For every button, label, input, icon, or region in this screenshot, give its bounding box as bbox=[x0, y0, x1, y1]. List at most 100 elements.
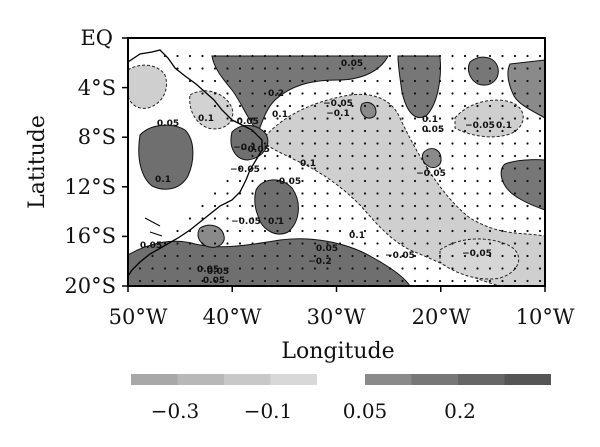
stipple-dot bbox=[463, 79, 467, 83]
stipple-dot bbox=[226, 104, 229, 108]
stipple-dot bbox=[301, 104, 304, 108]
stipple-dot bbox=[188, 242, 192, 245]
stipple-dot bbox=[238, 204, 242, 208]
stipple-dot bbox=[513, 167, 517, 170]
stipple-dot bbox=[463, 279, 467, 283]
stipple-dot bbox=[388, 167, 392, 170]
positive-region-far-east bbox=[507, 59, 545, 119]
stipple-dot bbox=[313, 79, 317, 83]
stipple-dot bbox=[351, 267, 354, 270]
stipple-dot bbox=[476, 217, 479, 220]
stipple-dot bbox=[351, 117, 354, 120]
stipple-dot bbox=[438, 217, 442, 220]
stipple-dot bbox=[288, 179, 292, 183]
y-tick-label: EQ bbox=[80, 26, 113, 50]
stipple-dot bbox=[238, 242, 242, 245]
stipple-dot bbox=[313, 217, 317, 220]
colorbar-tick-label: −0.3 bbox=[151, 399, 200, 423]
stipple-dot bbox=[301, 142, 304, 145]
stipple-dot bbox=[263, 67, 267, 70]
contour-label: 0.05 bbox=[157, 119, 179, 129]
stipple-dot bbox=[388, 279, 392, 283]
stipple-dot bbox=[451, 54, 454, 58]
stipple-dot bbox=[201, 217, 204, 220]
stipple-dot bbox=[463, 217, 467, 220]
stipple-dot bbox=[463, 204, 467, 208]
stipple-dot bbox=[413, 204, 417, 208]
stipple-dot bbox=[326, 154, 329, 158]
stipple-dot bbox=[363, 267, 367, 270]
stipple-dot bbox=[263, 129, 267, 133]
x-tick-label: 30°W bbox=[307, 305, 366, 329]
stipple-dot bbox=[438, 204, 442, 208]
stipple-dot bbox=[313, 154, 317, 158]
contour-label: 0.05 bbox=[422, 125, 444, 135]
stipple-dot bbox=[188, 254, 192, 258]
stipple-dot bbox=[501, 154, 504, 158]
contour-label: −0.1 bbox=[233, 143, 256, 153]
stipple-dot bbox=[338, 179, 342, 183]
stipple-dot bbox=[288, 217, 292, 220]
stipple-dot bbox=[201, 279, 204, 283]
stipple-dot bbox=[526, 242, 529, 245]
stipple-dot bbox=[238, 179, 242, 183]
positive-region-ne-blob bbox=[467, 56, 499, 86]
stipple-dot bbox=[488, 142, 492, 145]
stipple-dot bbox=[276, 67, 279, 70]
positive-region-coast-blob bbox=[230, 125, 269, 161]
stipple-dot bbox=[238, 92, 242, 95]
stipple-dot bbox=[338, 279, 342, 283]
stipple-dot bbox=[513, 54, 517, 58]
stipple-dot bbox=[476, 179, 479, 183]
stipple-dot bbox=[526, 229, 529, 233]
stipple-dot bbox=[326, 54, 329, 58]
stipple-dot bbox=[313, 204, 317, 208]
stipple-dot bbox=[363, 254, 367, 258]
stipple-dot bbox=[201, 54, 204, 58]
stipple-dot bbox=[388, 267, 392, 270]
stipple-dot bbox=[338, 204, 342, 208]
stipple-dot bbox=[538, 129, 542, 133]
stipple-dot bbox=[301, 154, 304, 158]
stipple-dot bbox=[438, 167, 442, 170]
stipple-dot bbox=[326, 92, 329, 95]
stipple-dot bbox=[263, 217, 267, 220]
stipple-dot bbox=[488, 67, 492, 70]
stipple-dot bbox=[488, 279, 492, 283]
stipple-dot bbox=[301, 67, 304, 70]
stipple-dot bbox=[476, 92, 479, 95]
stipple-dot bbox=[351, 229, 354, 233]
stipple-dot bbox=[313, 229, 317, 233]
stipple-dot bbox=[276, 192, 279, 195]
stipple-dot bbox=[263, 204, 267, 208]
stipple-dot bbox=[176, 67, 179, 70]
positive-region-east-mid bbox=[500, 159, 545, 211]
negative-region-coast bbox=[189, 90, 234, 130]
stipple-dot bbox=[526, 254, 529, 258]
stipple-dot bbox=[513, 154, 517, 158]
stipple-dot bbox=[251, 129, 254, 133]
contour-label: −0.2 bbox=[308, 257, 331, 267]
stipple-dot bbox=[276, 229, 279, 233]
stipple-dot bbox=[426, 104, 429, 108]
stipple-dot bbox=[438, 129, 442, 133]
positive-region-north bbox=[211, 55, 389, 133]
stipple-dot bbox=[376, 142, 379, 145]
stipple-dot bbox=[226, 192, 229, 195]
stipple-dot bbox=[463, 67, 467, 70]
stipple-dot bbox=[276, 104, 279, 108]
stipple-dot bbox=[301, 267, 304, 270]
stipple-dot bbox=[451, 179, 454, 183]
stipple-dot bbox=[438, 104, 442, 108]
stipple-dot bbox=[326, 204, 329, 208]
stipple-dot bbox=[513, 104, 517, 108]
stipple-dot bbox=[463, 117, 467, 120]
stipple-dot bbox=[488, 117, 492, 120]
stipple-dot bbox=[288, 242, 292, 245]
stipple-dot bbox=[251, 117, 254, 120]
stipple-dot bbox=[488, 204, 492, 208]
stipple-dot bbox=[426, 279, 429, 283]
stipple-dot bbox=[526, 167, 529, 170]
stipple-dot bbox=[226, 204, 229, 208]
contour-label: 0.1 bbox=[496, 121, 512, 131]
